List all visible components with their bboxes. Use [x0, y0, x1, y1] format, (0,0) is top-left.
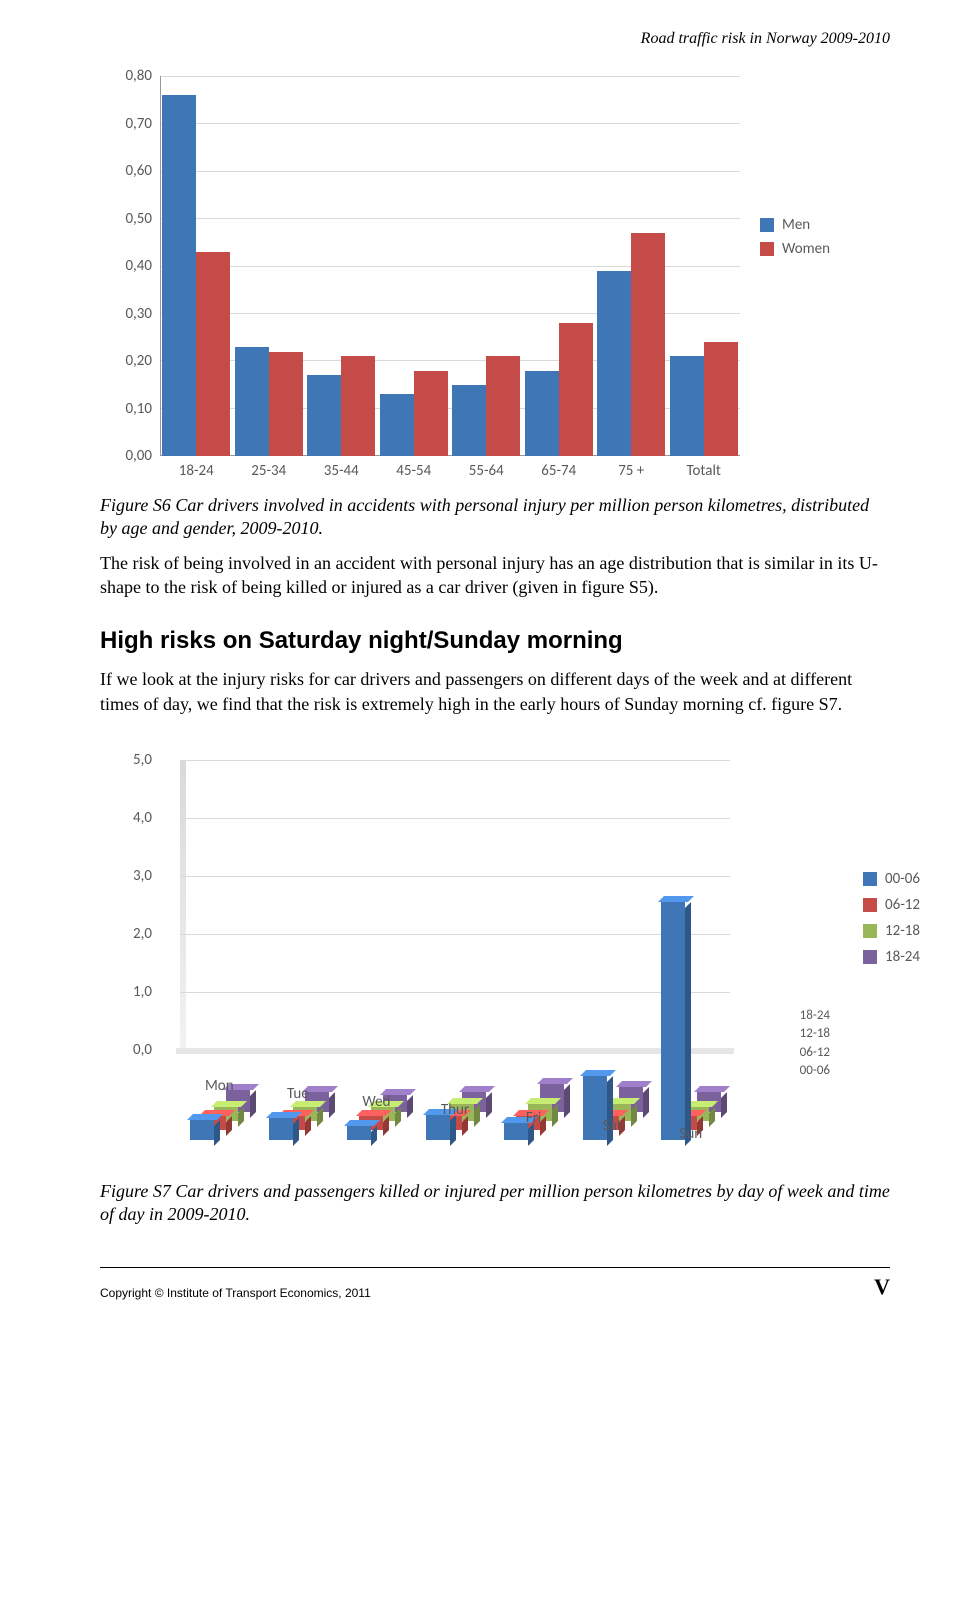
- bar: [452, 385, 486, 456]
- x-axis-label: 18-24: [160, 458, 233, 486]
- x-axis-label: Sun: [651, 1125, 730, 1143]
- depth-axis-label: 06-12: [800, 1044, 830, 1062]
- day-column: [180, 860, 259, 1140]
- bar: [559, 323, 593, 456]
- bar: [670, 356, 704, 456]
- bar-group: [595, 76, 668, 456]
- bar: [341, 356, 375, 456]
- bar: [631, 233, 665, 456]
- depth-axis-label: 00-06: [800, 1062, 830, 1080]
- x-axis-label: Totalt: [668, 458, 741, 486]
- bar: [414, 371, 448, 457]
- y-axis-label: 0,20: [100, 352, 152, 370]
- page-number: V: [874, 1274, 890, 1300]
- y-axis-label: 0,00: [100, 447, 152, 465]
- legend-item: 18-24: [863, 948, 920, 966]
- day-column: [494, 860, 573, 1140]
- running-head: Road traffic risk in Norway 2009-2010: [100, 30, 890, 48]
- bar-group: [305, 76, 378, 456]
- bar: [380, 394, 414, 456]
- x-axis-label: 35-44: [305, 458, 378, 486]
- x-axis-label: 75 +: [595, 458, 668, 486]
- bar: [525, 371, 559, 457]
- y-axis-label: 0,10: [100, 400, 152, 418]
- legend-item: Women: [760, 240, 890, 258]
- figure-s7-caption: Figure S7 Car drivers and passengers kil…: [100, 1180, 890, 1227]
- legend-item: 00-06: [863, 870, 920, 888]
- y-axis-label: 0,50: [100, 210, 152, 228]
- bar-group: [160, 76, 233, 456]
- y-axis-label: 5,0: [110, 751, 152, 769]
- x-axis-label: Wed: [337, 1093, 416, 1111]
- bar3d: [661, 902, 685, 1140]
- figure-s6-caption: Figure S6 Car drivers involved in accide…: [100, 494, 890, 541]
- legend-item: 12-18: [863, 922, 920, 940]
- section-heading: High risks on Saturday night/Sunday morn…: [100, 627, 890, 655]
- paragraph-s6: The risk of being involved in an acciden…: [100, 551, 890, 600]
- x-axis-label: Fri: [494, 1109, 573, 1127]
- y-axis-label: 0,0: [110, 1041, 152, 1059]
- copyright-line: Copyright © Institute of Transport Econo…: [100, 1286, 371, 1300]
- y-axis-label: 0,70: [100, 115, 152, 133]
- page-footer: Copyright © Institute of Transport Econo…: [100, 1267, 890, 1300]
- bar-group: [233, 76, 306, 456]
- bar: [235, 347, 269, 456]
- y-axis-label: 2,0: [110, 925, 152, 943]
- bar3d: [347, 1126, 371, 1140]
- x-axis-label: 65-74: [523, 458, 596, 486]
- y-axis-label: 4,0: [110, 809, 152, 827]
- day-column: [416, 860, 495, 1140]
- y-axis-label: 0,30: [100, 305, 152, 323]
- x-axis-label: Sat: [573, 1117, 652, 1135]
- legend-item: Men: [760, 216, 890, 234]
- x-axis-label: Thur: [416, 1101, 495, 1119]
- bar: [486, 356, 520, 456]
- bar: [196, 252, 230, 456]
- y-axis-label: 0,60: [100, 162, 152, 180]
- x-axis-label: 25-34: [233, 458, 306, 486]
- bar-group: [378, 76, 451, 456]
- bar: [704, 342, 738, 456]
- x-axis-label: Mon: [180, 1077, 259, 1095]
- bar: [269, 352, 303, 457]
- figure-s7-chart: 0,0 1,0 2,0 3,0 4,0 5,0 MonTueWedThurFriSatSu…: [100, 740, 890, 1170]
- bar-group: [668, 76, 741, 456]
- bar3d: [269, 1118, 293, 1140]
- bar3d: [190, 1120, 214, 1140]
- day-column: [573, 860, 652, 1140]
- bar: [162, 95, 196, 456]
- paragraph-intro-s7: If we look at the injury risks for car d…: [100, 667, 890, 716]
- figure-s6-chart: 18-2425-3435-4445-5455-6465-7475 +Totalt…: [100, 66, 890, 486]
- day-column: [651, 860, 730, 1140]
- y-axis-label: 3,0: [110, 867, 152, 885]
- bar: [597, 271, 631, 456]
- y-axis-label: 1,0: [110, 983, 152, 1001]
- bar-group: [450, 76, 523, 456]
- legend-item: 06-12: [863, 896, 920, 914]
- depth-axis-label: 18-24: [800, 1007, 830, 1025]
- y-axis-label: 0,80: [100, 67, 152, 85]
- x-axis-label: 55-64: [450, 458, 523, 486]
- x-axis-label: Tue: [259, 1085, 338, 1103]
- y-axis-label: 0,40: [100, 257, 152, 275]
- bar-group: [523, 76, 596, 456]
- depth-axis-label: 12-18: [800, 1025, 830, 1043]
- x-axis-label: 45-54: [378, 458, 451, 486]
- bar: [307, 375, 341, 456]
